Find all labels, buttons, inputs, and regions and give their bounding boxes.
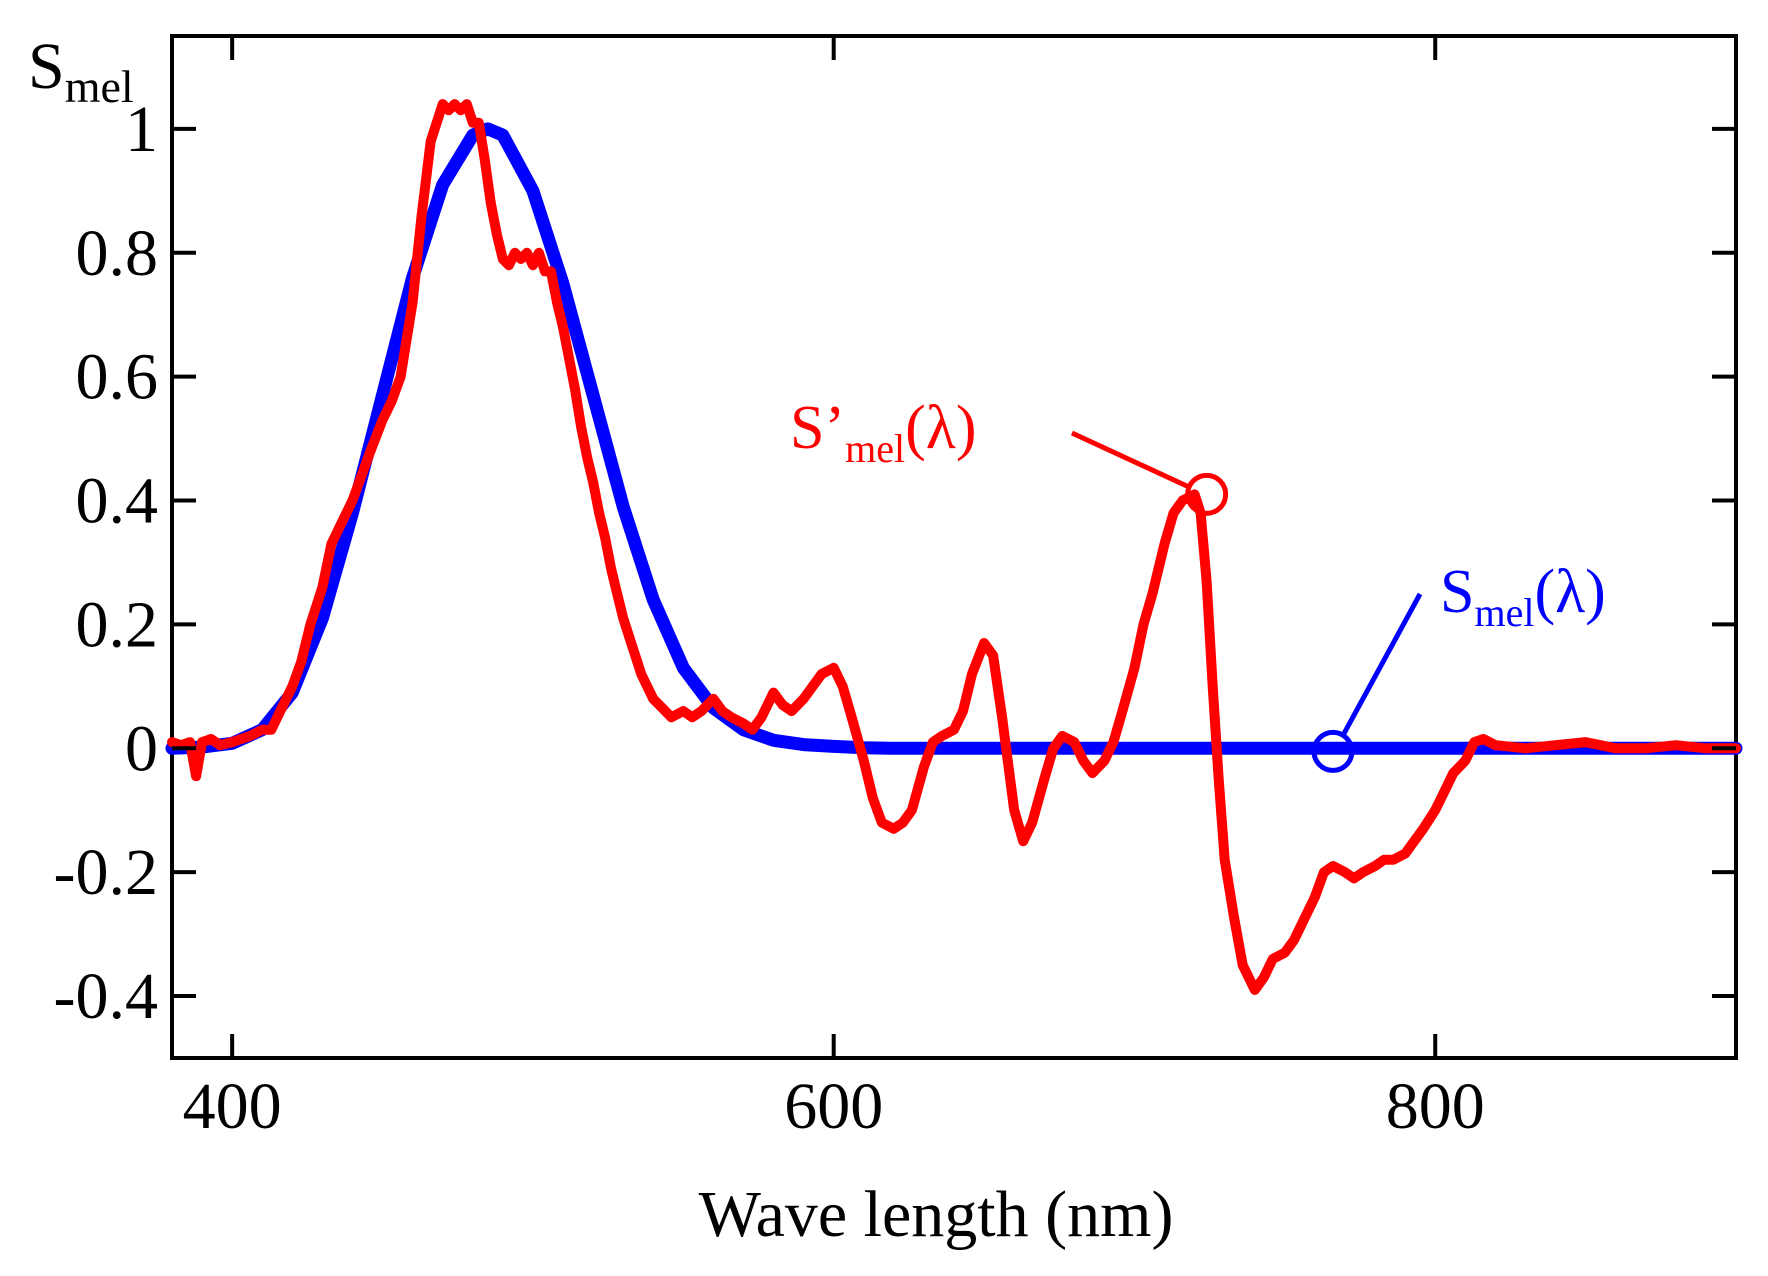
x-tick-label: 400 (183, 1070, 282, 1143)
annotation-layer: S’mel(λ)Smel(λ) (790, 394, 1606, 773)
y-tick-label: 0.8 (76, 217, 159, 290)
x-tick-label: 600 (784, 1070, 883, 1143)
y-tick-label: -0.4 (54, 960, 158, 1033)
smel-label: Smel(λ) (1440, 558, 1606, 635)
y-axis-label-sub: mel (65, 61, 134, 112)
series-line-smel (165, 122, 1743, 755)
y-tick-label: 0 (125, 712, 158, 785)
smel-label-suffix: (λ) (1534, 558, 1605, 626)
x-axis-label: Wave length (nm) (699, 1178, 1174, 1251)
smel-prime-label-suffix: (λ) (905, 394, 976, 462)
y-tick-label: 0.4 (76, 465, 159, 538)
y-tick-label: 1 (125, 93, 158, 166)
smel-prime-label-sub: mel (845, 426, 905, 471)
plot-frame-layer (170, 34, 1738, 1060)
smel-prime-pointer-line (1070, 430, 1189, 489)
smel-prime-marker (1185, 472, 1229, 516)
smel-marker (1311, 729, 1355, 773)
y-tick-label: 0.2 (76, 588, 159, 661)
smel-label-main: S (1440, 558, 1474, 626)
y-tick-label: -0.2 (54, 836, 158, 909)
smel-prime-label-main: S’ (790, 394, 845, 462)
tick-layer: 400 600 800 -0.4 -0.2 0 0.2 0.4 0.6 0.8 1 (54, 36, 1736, 1143)
y-axis-label: Smel (28, 30, 134, 112)
smel-label-sub: mel (1474, 590, 1534, 635)
y-tick-label: 0.6 (76, 341, 159, 414)
y-axis-label-main: S (28, 30, 65, 103)
series-line-smel-prime (167, 99, 1741, 995)
series-layer (165, 99, 1743, 995)
smel-prime-label: S’mel(λ) (790, 394, 976, 471)
plot-frame (170, 34, 1738, 1060)
smel-pointer-line (1340, 592, 1423, 737)
x-tick-label: 800 (1386, 1070, 1485, 1143)
